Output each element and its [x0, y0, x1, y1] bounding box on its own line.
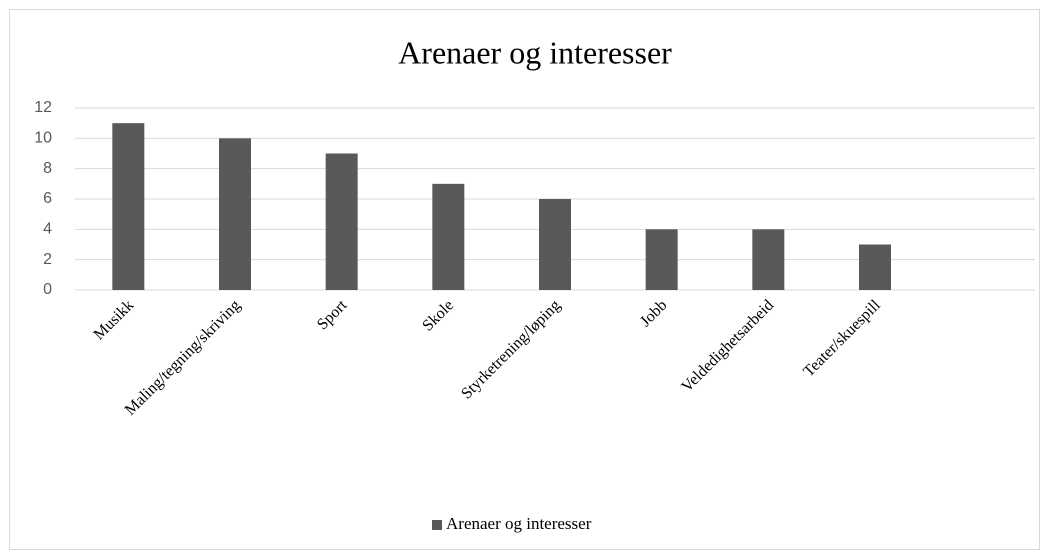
y-tick-label: 6	[43, 190, 52, 207]
bar	[539, 199, 571, 290]
chart-title: Arenaer og interesser	[398, 34, 672, 70]
bar	[112, 123, 145, 291]
bar	[645, 229, 678, 290]
y-tick-label: 12	[34, 99, 52, 116]
bar	[325, 153, 358, 290]
y-tick-label: 2	[43, 251, 52, 268]
bar	[752, 229, 785, 290]
y-tick-label: 10	[34, 130, 52, 147]
legend-label: Arenaer og interesser	[446, 514, 592, 533]
legend-swatch	[432, 520, 442, 530]
y-tick-label: 8	[43, 160, 52, 177]
bar	[219, 138, 251, 290]
bar	[432, 183, 465, 290]
y-tick-label: 4	[43, 221, 52, 238]
y-tick-label: 0	[43, 281, 52, 298]
bar	[859, 244, 891, 290]
